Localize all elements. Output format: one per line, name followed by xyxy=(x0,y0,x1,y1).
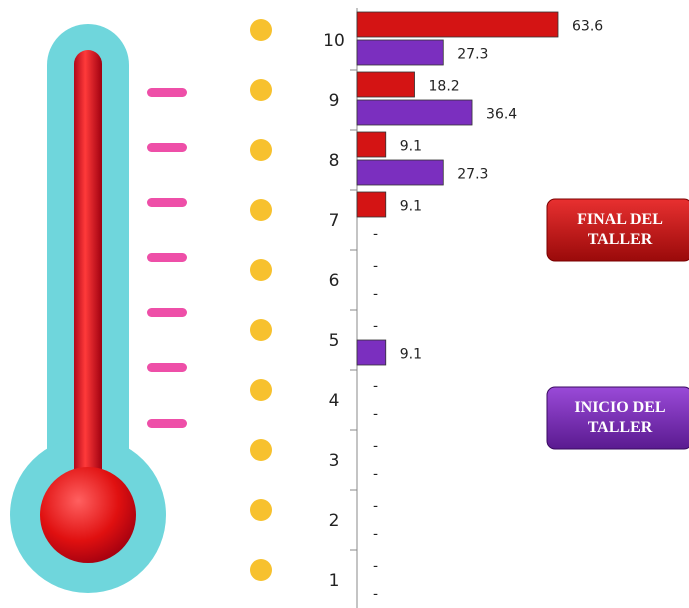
bar xyxy=(356,339,387,366)
bar xyxy=(356,99,473,126)
value-label: - xyxy=(373,319,378,335)
category-label: 10 xyxy=(323,31,345,51)
category-label: 2 xyxy=(329,511,340,531)
value-label: 9.1 xyxy=(400,199,422,215)
emoji xyxy=(250,499,272,521)
legend-label: FINAL DEL TALLER xyxy=(577,211,663,248)
emoji-column xyxy=(250,19,272,581)
value-label: - xyxy=(373,527,378,543)
value-label: - xyxy=(373,227,378,243)
value-label: - xyxy=(373,559,378,575)
value-label: 63.6 xyxy=(572,19,603,35)
value-label: - xyxy=(373,379,378,395)
category-label: 1 xyxy=(329,571,340,591)
category-label: 7 xyxy=(329,211,340,231)
emoji xyxy=(250,199,272,221)
category-label: 6 xyxy=(329,271,340,291)
bar xyxy=(356,39,444,66)
emoji xyxy=(250,319,272,341)
bar xyxy=(356,191,387,218)
value-label: 27.3 xyxy=(457,47,488,63)
category-label: 8 xyxy=(329,151,340,171)
bar xyxy=(356,159,444,186)
legend-inicio[interactable]: INICIO DEL TALLER xyxy=(546,386,689,450)
value-label: - xyxy=(373,587,378,603)
legend-final[interactable]: FINAL DEL TALLER xyxy=(546,198,689,262)
category-label: 3 xyxy=(329,451,340,471)
value-label: - xyxy=(373,439,378,455)
legend-label: INICIO DEL TALLER xyxy=(574,399,665,436)
bar xyxy=(356,131,387,158)
value-label: - xyxy=(373,407,378,423)
bar xyxy=(356,11,559,38)
value-label: - xyxy=(373,467,378,483)
value-label: 18.2 xyxy=(429,79,460,95)
thermometer xyxy=(10,24,187,593)
emoji xyxy=(250,379,272,401)
emoji xyxy=(250,559,272,581)
emoji xyxy=(250,259,272,281)
value-label: 9.1 xyxy=(400,347,422,363)
value-label: - xyxy=(373,259,378,275)
value-label: 9.1 xyxy=(400,139,422,155)
category-label: 9 xyxy=(329,91,340,111)
emoji xyxy=(250,439,272,461)
value-label: 27.3 xyxy=(457,167,488,183)
emoji xyxy=(250,139,272,161)
bar xyxy=(356,71,415,98)
emoji xyxy=(250,19,272,41)
value-label: 36.4 xyxy=(486,107,517,123)
value-label: - xyxy=(373,499,378,515)
emoji xyxy=(250,79,272,101)
category-label: 5 xyxy=(329,331,340,351)
category-label: 4 xyxy=(329,391,340,411)
value-label: - xyxy=(373,287,378,303)
